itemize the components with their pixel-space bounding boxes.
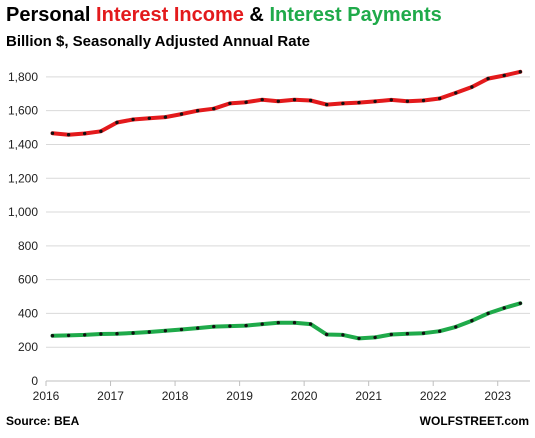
interest-income-point: [228, 101, 232, 106]
y-tick-label: 600: [18, 273, 38, 287]
interest-income-point: [341, 101, 345, 106]
interest-income-point: [115, 120, 119, 125]
x-tick-label: 2018: [162, 389, 189, 403]
interest-payments-point: [389, 332, 393, 337]
y-tick-label: 1,800: [8, 70, 38, 84]
interest-income-point: [454, 91, 458, 95]
interest-payments-point: [131, 331, 135, 335]
interest-payments-point: [341, 333, 345, 337]
interest-income-point: [244, 100, 248, 104]
y-tick-label: 800: [18, 239, 38, 253]
interest-income-point: [357, 100, 361, 105]
interest-payments-point: [99, 332, 103, 336]
interest-income-line: [50, 69, 523, 137]
interest-payments-point: [470, 319, 474, 323]
interest-income-point: [163, 115, 168, 119]
interest-payments-point: [373, 335, 377, 340]
title-part-ampersand: &: [243, 4, 270, 26]
interest-payments-point: [196, 326, 200, 330]
interest-payments-point: [115, 332, 119, 336]
interest-income-point: [438, 96, 442, 101]
y-tick-label: 1,400: [8, 137, 38, 151]
interest-income-point: [502, 73, 506, 78]
interest-income-point: [83, 131, 87, 136]
interest-income-point: [308, 98, 313, 103]
interest-income-point: [276, 99, 280, 103]
interest-payments-point: [357, 336, 361, 341]
y-tick-label: 200: [18, 340, 38, 354]
interest-income-point: [421, 98, 426, 103]
chart-subtitle: Billion $, Seasonally Adjusted Annual Ra…: [6, 33, 310, 50]
x-tick-label: 2017: [97, 389, 124, 403]
x-tick-label: 2016: [33, 389, 60, 403]
x-tick-label: 2023: [484, 389, 511, 403]
interest-income-point: [389, 98, 393, 102]
y-tick-label: 1,200: [8, 171, 38, 185]
interest-payments-point: [486, 311, 490, 316]
y-tick-label: 1,000: [8, 205, 38, 219]
interest-payments-point: [518, 301, 522, 305]
interest-income-point: [212, 107, 216, 111]
brand-label: WOLFSTREET.com: [419, 414, 529, 428]
interest-payments-point: [438, 329, 442, 333]
interest-payments-point: [147, 330, 151, 334]
interest-income-point: [260, 98, 264, 102]
interest-payments-point: [179, 327, 184, 332]
interest-payments-point: [66, 333, 71, 338]
interest-payments-point: [276, 321, 280, 325]
x-tick-label: 2020: [291, 389, 318, 403]
interest-income-point: [50, 131, 55, 135]
interest-income-point: [66, 133, 71, 137]
interest-income-point: [131, 117, 135, 122]
interest-income-point: [179, 112, 184, 116]
interest-income-point: [196, 109, 200, 113]
interest-payments-point: [454, 325, 458, 329]
interest-income-point: [518, 70, 522, 74]
interest-income-point: [99, 129, 103, 133]
interest-payments-point: [325, 332, 329, 337]
interest-payments-point: [502, 306, 506, 310]
title-part-interest-payments: Interest Payments: [269, 4, 442, 26]
y-tick-label: 1,600: [8, 104, 38, 118]
interest-income-point: [486, 76, 490, 81]
interest-payments-point: [292, 321, 297, 325]
interest-payments-point: [50, 334, 55, 338]
interest-payments-point: [228, 324, 232, 328]
interest-payments-point: [83, 333, 87, 337]
interest-payments-point: [308, 322, 313, 326]
interest-payments-point: [244, 323, 248, 328]
interest-income-point: [325, 102, 329, 107]
interest-income-point: [405, 99, 410, 103]
interest-income-point: [292, 98, 297, 102]
interest-payments-point: [405, 332, 410, 336]
title-part-interest-income: Interest Income: [96, 4, 244, 26]
interest-income-point: [147, 116, 151, 121]
interest-payments-point: [163, 329, 168, 333]
interest-payments-point: [212, 324, 216, 329]
y-tick-label: 400: [18, 306, 38, 320]
x-tick-label: 2022: [420, 389, 447, 403]
interest-income-point: [470, 85, 474, 89]
interest-payments-point: [260, 322, 264, 326]
x-tick-label: 2021: [355, 389, 382, 403]
y-tick-label: 0: [31, 374, 38, 388]
interest-payments-line: [50, 301, 523, 341]
chart-title: Personal Interest Income & Interest Paym…: [6, 4, 442, 27]
source-note: Source: BEA: [6, 414, 80, 428]
interest-payments-point: [421, 331, 426, 335]
title-part-personal: Personal: [6, 4, 97, 26]
x-tick-label: 2019: [226, 389, 253, 403]
interest-income-point: [373, 99, 377, 104]
